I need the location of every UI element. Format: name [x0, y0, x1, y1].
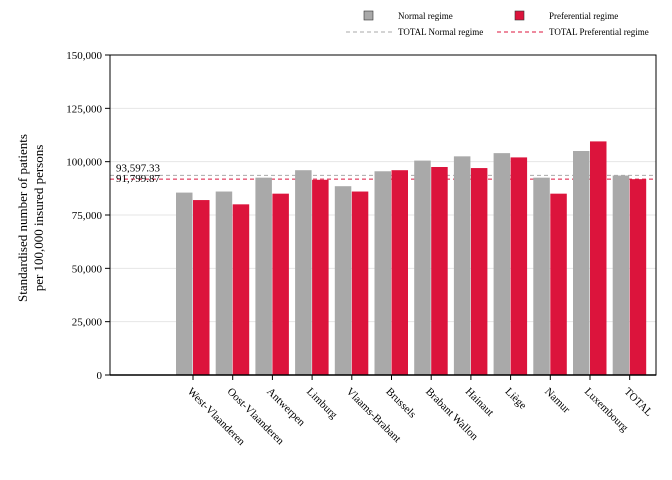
legend-swatch-preferential-regime — [514, 10, 525, 21]
y-axis-ticks: 0 25,000 50,000 75,000 100,000 125,000 150,000 — [66, 50, 110, 382]
bar-normal-regime-brabant-wallon — [414, 160, 431, 375]
bar-preferential-regime-namur — [550, 193, 567, 375]
bar-normal-regime-antwerpen — [255, 177, 272, 375]
y-axis-title-line-1: Standardised number of patients — [15, 134, 30, 302]
x-tick-label-limburg: Limburg — [304, 386, 340, 422]
bar-normal-regime-west-vlaanderen — [176, 192, 193, 375]
legend-label-normal-regime: Normal regime — [398, 11, 453, 21]
bar-preferential-regime-total — [629, 179, 647, 375]
bar-normal-regime-brussels — [374, 171, 391, 375]
y-tick-label: 75,000 — [72, 210, 103, 222]
y-tick-label: 25,000 — [72, 317, 103, 329]
x-axis-ticks: West-VlaanderenOost-VlaanderenAntwerpenL… — [185, 375, 655, 448]
bar-normal-regime-liege — [493, 153, 511, 375]
bar-preferential-regime-vlaams-brabant — [351, 191, 369, 375]
reference-label-total-normal-regime: 93,597.33 — [116, 162, 161, 174]
legend-label-total-normal-regime: TOTAL Normal regime — [398, 27, 483, 37]
y-tick-label: 100,000 — [66, 157, 102, 169]
y-axis-title-line-2: per 100,000 insured persons — [31, 145, 46, 292]
bar-normal-regime-oost-vlaanderen — [215, 191, 233, 375]
x-tick-label-hainaut: Hainaut — [463, 386, 496, 419]
bar-preferential-regime-brussels — [391, 170, 408, 375]
bar-preferential-regime-west-vlaanderen — [193, 200, 210, 375]
legend-label-preferential-regime: Preferential regime — [549, 11, 618, 21]
x-tick-label-liege: Liège — [502, 386, 528, 412]
x-tick-label-brussels: Brussels — [383, 386, 418, 421]
bar-preferential-regime-limburg — [312, 179, 329, 375]
y-axis-title: Standardised number of patients per 100,… — [15, 134, 46, 302]
bars — [176, 141, 647, 375]
x-tick-label-total: TOTAL — [622, 386, 655, 419]
bar-preferential-regime-luxembourg — [590, 141, 607, 375]
x-tick-label-namur: Namur — [542, 386, 572, 416]
y-tick-label: 50,000 — [72, 263, 103, 275]
bar-normal-regime-hainaut — [453, 156, 471, 375]
legend-swatch-normal-regime — [363, 10, 374, 21]
bar-preferential-regime-liege — [510, 157, 528, 375]
bar-normal-regime-namur — [533, 177, 550, 375]
y-tick-label: 150,000 — [66, 50, 102, 62]
bar-preferential-regime-oost-vlaanderen — [232, 204, 250, 375]
legend-label-total-preferential-regime: TOTAL Preferential regime — [549, 27, 649, 37]
bar-preferential-regime-antwerpen — [272, 193, 289, 375]
bar-normal-regime-limburg — [295, 170, 312, 375]
bar-normal-regime-vlaams-brabant — [334, 186, 352, 375]
y-tick-label: 0 — [97, 370, 103, 382]
reference-label-total-preferential-regime: 91,799.87 — [116, 173, 161, 185]
bar-normal-regime-total — [612, 175, 630, 375]
y-tick-label: 125,000 — [66, 103, 102, 115]
bar-preferential-regime-brabant-wallon — [431, 167, 448, 375]
bar-preferential-regime-hainaut — [470, 168, 488, 375]
legend: Normal regime Preferential regime TOTAL … — [346, 10, 649, 37]
bar-normal-regime-luxembourg — [573, 151, 590, 375]
